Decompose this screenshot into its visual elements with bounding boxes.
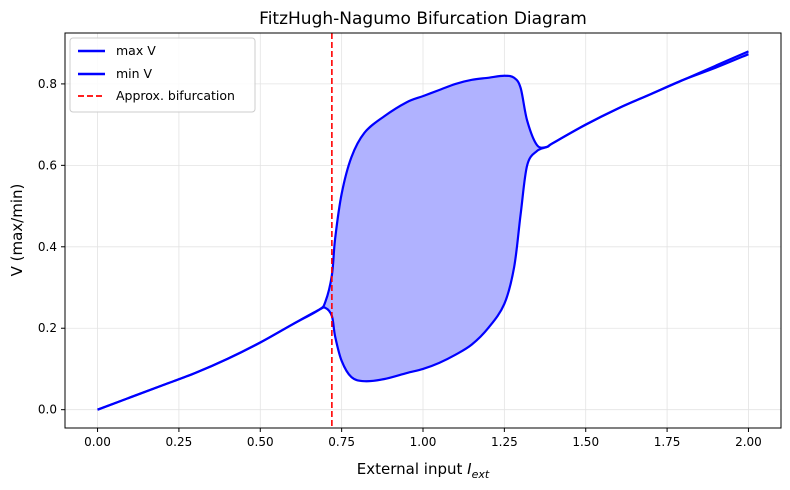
x-tick-label: 0.50 (247, 435, 274, 449)
oscillation-fill-area (97, 51, 749, 410)
chart-title: FitzHugh-Nagumo Bifurcation Diagram (259, 9, 587, 29)
x-tick-label: 0.00 (84, 435, 111, 449)
fill-between-max-min (97, 51, 749, 410)
series-max-v-line (97, 50, 749, 411)
x-tick-label: 0.75 (328, 435, 355, 449)
x-tick-label: 2.00 (735, 435, 762, 449)
x-tick-label: 1.50 (572, 435, 599, 449)
y-tick-label: 0.2 (38, 321, 57, 335)
y-axis-title: V (max/min) (8, 184, 26, 277)
x-axis-title-symbol: I (467, 460, 472, 478)
legend: max V min V Approx. bifurcation (69, 37, 256, 113)
x-tick-label: 1.00 (410, 435, 437, 449)
x-tick-label: 1.75 (654, 435, 681, 449)
x-axis-ticks: 0.00 0.25 0.50 0.75 1.00 1.25 1.50 1.75 2.00 (84, 428, 762, 449)
y-axis-ticks: 0.0 0.2 0.4 0.6 0.8 (38, 77, 65, 417)
legend-label-bifurcation: Approx. bifurcation (116, 88, 235, 103)
y-tick-label: 0.0 (38, 403, 57, 417)
y-tick-label: 0.8 (38, 77, 57, 91)
x-tick-label: 1.25 (491, 435, 518, 449)
y-tick-label: 0.6 (38, 158, 57, 172)
y-tick-label: 0.4 (38, 240, 57, 254)
x-axis-title-main: External input (357, 460, 467, 478)
x-tick-label: 0.25 (166, 435, 193, 449)
series-lines (97, 50, 749, 411)
legend-label-min: min V (116, 66, 153, 81)
x-axis-title: External input Iext (357, 460, 490, 481)
legend-label-max: max V (116, 43, 156, 58)
x-axis-title-subscript: ext (472, 468, 490, 481)
legend-box (69, 37, 256, 113)
